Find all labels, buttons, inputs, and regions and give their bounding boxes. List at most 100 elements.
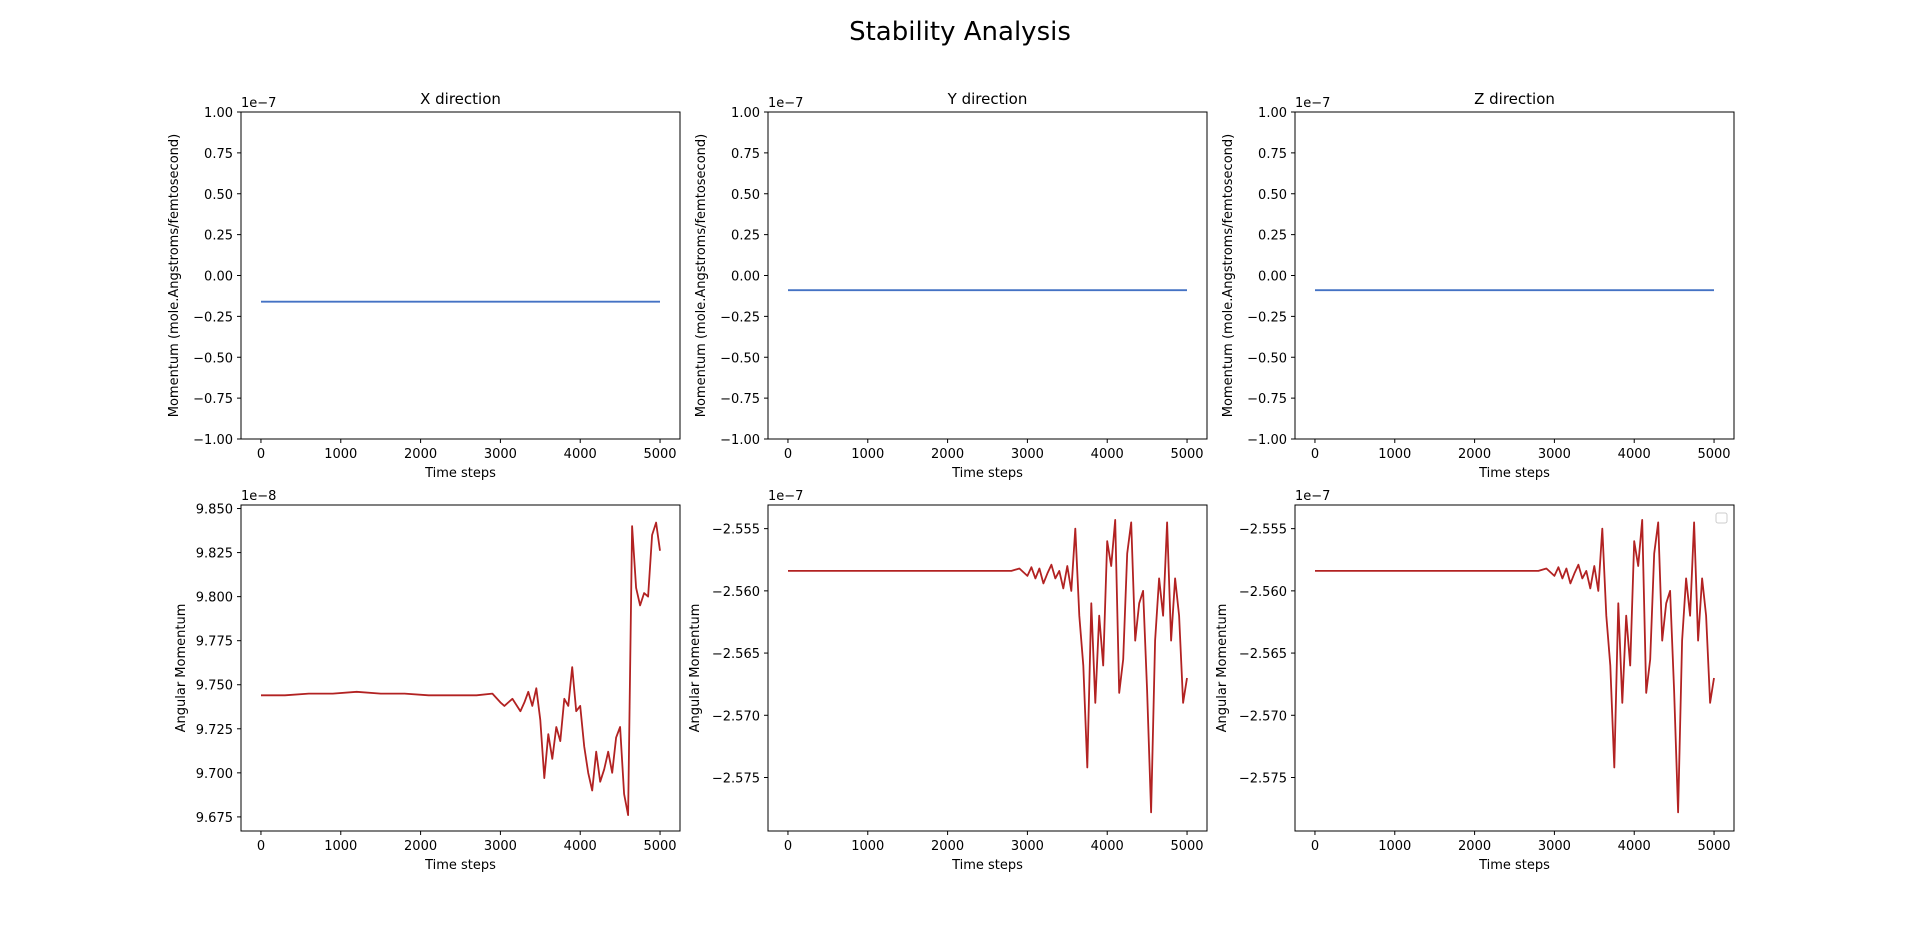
x-tick-label: 3000	[1011, 839, 1044, 854]
y-tick-label: −0.50	[720, 351, 760, 366]
y-tick-label: 9.825	[196, 547, 233, 562]
y-axis-label: Momentum (mole.Angstroms/femtosecond)	[1221, 134, 1236, 417]
axis-offset-label: 1e−7	[768, 96, 803, 111]
subplot-5: 0 1000 2000 3000 4000 5000 −2.575 −2.570 −2.565 −…	[688, 489, 1208, 873]
x-tick-label: 2000	[404, 839, 437, 854]
y-tick-label: −0.50	[1247, 351, 1287, 366]
x-tick-label: 0	[1311, 839, 1319, 854]
x-tick-label: 0	[257, 447, 265, 462]
x-tick-label: 2000	[404, 447, 437, 462]
y-tick-label: −1.00	[193, 433, 233, 448]
y-tick-label: −1.00	[1247, 433, 1287, 448]
figure-title: Stability Analysis	[849, 17, 1071, 47]
y-tick-label: 0.75	[1258, 147, 1287, 162]
y-tick-label: −2.575	[1239, 771, 1287, 786]
y-tick-label: 9.800	[196, 591, 233, 606]
x-tick-label: 4000	[564, 839, 597, 854]
y-tick-label: −0.25	[193, 310, 233, 325]
y-tick-label: −1.00	[720, 433, 760, 448]
subplot-3: 0 1000 2000 3000 4000 5000 −1.00 −0.75 −0.50 −0.2…	[1221, 90, 1735, 481]
x-tick-label: 5000	[643, 839, 676, 854]
plot-frame	[240, 504, 681, 832]
x-tick-label: 3000	[1538, 839, 1571, 854]
x-tick-label: 5000	[1697, 839, 1730, 854]
y-tick-label: −0.25	[1247, 310, 1287, 325]
x-tick-label: 4000	[1091, 839, 1124, 854]
y-tick-label: 9.775	[196, 635, 233, 650]
plot-frame	[767, 111, 1208, 440]
x-tick-label: 0	[784, 839, 792, 854]
x-tick-label: 1000	[851, 447, 884, 462]
x-tick-label: 1000	[1378, 839, 1411, 854]
subplot-1: 0 1000 2000 3000 4000 5000 −1.00 −0.75 −0.50 −0.2…	[167, 90, 681, 481]
x-tick-label: 1000	[324, 447, 357, 462]
y-tick-label: −2.555	[712, 523, 760, 538]
y-tick-label: 0.25	[204, 229, 233, 244]
x-axis-label: Time steps	[951, 466, 1023, 481]
axis-offset-label: 1e−7	[241, 96, 276, 111]
y-tick-label: 1.00	[1258, 106, 1287, 121]
x-tick-label: 2000	[931, 839, 964, 854]
y-tick-label: 0.00	[204, 270, 233, 285]
x-tick-label: 1000	[1378, 447, 1411, 462]
x-tick-label: 3000	[1538, 447, 1571, 462]
y-tick-label: 0.50	[1258, 188, 1287, 203]
legend-box	[1715, 512, 1728, 524]
x-axis-label: Time steps	[1478, 466, 1550, 481]
y-tick-label: −2.575	[712, 771, 760, 786]
x-tick-label: 0	[784, 447, 792, 462]
y-tick-label: 1.00	[731, 106, 760, 121]
y-tick-label: 9.675	[196, 811, 233, 826]
x-axis-label: Time steps	[424, 858, 496, 873]
subplot-6: 0 1000 2000 3000 4000 5000 −2.575 −2.570 −2.565 −…	[1215, 489, 1735, 873]
x-tick-label: 0	[1311, 447, 1319, 462]
y-axis-label: Angular Momentum	[688, 604, 703, 733]
subplot-title: Y direction	[947, 90, 1028, 108]
y-axis-label: Angular Momentum	[1215, 604, 1230, 733]
plot-frame	[1294, 111, 1735, 440]
y-tick-label: 0.50	[731, 188, 760, 203]
data-line	[1315, 519, 1715, 814]
y-tick-label: −2.565	[1239, 647, 1287, 662]
x-tick-label: 5000	[1170, 447, 1203, 462]
axis-offset-label: 1e−7	[1295, 96, 1330, 111]
y-tick-label: 9.850	[196, 503, 233, 518]
y-axis-label: Angular Momentum	[174, 604, 189, 733]
y-tick-label: −2.555	[1239, 523, 1287, 538]
y-tick-label: 9.700	[196, 767, 233, 782]
plot-frame	[240, 111, 681, 440]
x-axis-label: Time steps	[951, 858, 1023, 873]
subplot-2: 0 1000 2000 3000 4000 5000 −1.00 −0.75 −0.50 −0.2…	[694, 90, 1208, 481]
y-tick-label: −2.560	[712, 585, 760, 600]
x-tick-label: 2000	[931, 447, 964, 462]
data-line	[788, 519, 1188, 814]
x-tick-label: 1000	[324, 839, 357, 854]
x-tick-label: 4000	[1091, 447, 1124, 462]
y-tick-label: −0.25	[720, 310, 760, 325]
y-tick-label: −2.565	[712, 647, 760, 662]
y-tick-label: −2.560	[1239, 585, 1287, 600]
y-tick-label: 9.750	[196, 679, 233, 694]
y-axis-label: Momentum (mole.Angstroms/femtosecond)	[167, 134, 182, 417]
x-tick-label: 3000	[484, 447, 517, 462]
axis-offset-label: 1e−7	[768, 489, 803, 504]
x-tick-label: 3000	[1011, 447, 1044, 462]
x-tick-label: 5000	[1697, 447, 1730, 462]
plot-frame	[1294, 504, 1735, 832]
x-tick-label: 4000	[564, 447, 597, 462]
subplot-title: Z direction	[1474, 90, 1555, 108]
x-tick-label: 3000	[484, 839, 517, 854]
subplot-title: X direction	[420, 90, 501, 108]
subplot-4: 0 1000 2000 3000 4000 5000 9.675 9.700 9.725 9.75…	[174, 489, 681, 873]
y-tick-label: 9.725	[196, 723, 233, 738]
x-axis-label: Time steps	[424, 466, 496, 481]
x-tick-label: 2000	[1458, 447, 1491, 462]
y-tick-label: 0.25	[1258, 229, 1287, 244]
y-tick-label: −0.50	[193, 351, 233, 366]
y-tick-label: 1.00	[204, 106, 233, 121]
y-tick-label: 0.50	[204, 188, 233, 203]
y-tick-label: −0.75	[720, 392, 760, 407]
x-tick-label: 4000	[1618, 447, 1651, 462]
y-tick-label: −0.75	[1247, 392, 1287, 407]
